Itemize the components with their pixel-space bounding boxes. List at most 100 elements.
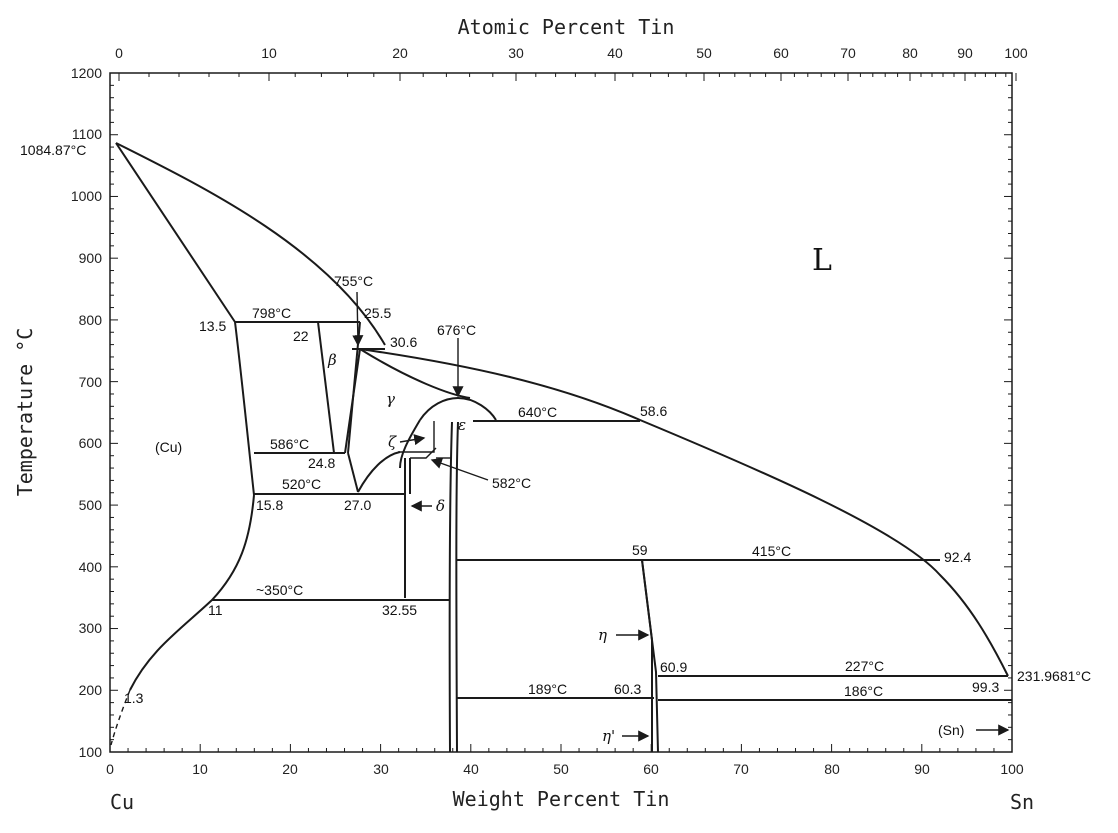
bottom-tick-label: 20 <box>282 761 298 777</box>
top-tick-label: 60 <box>773 45 789 61</box>
temp-350-label: ~350°C <box>256 582 303 598</box>
liquidus-cu-side <box>115 142 386 346</box>
epsilon-left <box>448 421 453 753</box>
top-tick-labels: 0 10 20 30 40 50 60 70 80 90 100 <box>115 45 1028 61</box>
bottom-tick-label: 90 <box>914 761 930 777</box>
comp-92-4-label: 92.4 <box>944 549 971 565</box>
top-tick-label: 20 <box>392 45 408 61</box>
comp-58-6-label: 58.6 <box>640 403 667 419</box>
left-tick-label: 100 <box>79 744 103 760</box>
temp-798-label: 798°C <box>252 305 291 321</box>
eta-label: η <box>598 626 607 644</box>
top-tick-label: 0 <box>115 45 123 61</box>
temp-415-label: 415°C <box>752 543 791 559</box>
left-tick-labels: 100 200 300 400 500 600 700 800 900 1000… <box>71 65 102 760</box>
liquidus-main <box>359 348 1009 677</box>
comp-22-label: 22 <box>293 328 309 344</box>
comp-1-3-label: 1.3 <box>124 690 144 706</box>
eta-left <box>641 559 659 753</box>
bottom-axis-title: Weight Percent Tin <box>453 787 670 811</box>
comp-60-9-label: 60.9 <box>660 659 687 675</box>
left-tick-label: 200 <box>79 682 103 698</box>
sn-phase-label: (Sn) <box>938 722 964 738</box>
left-element-label: Cu <box>110 790 134 814</box>
temp-186-label: 186°C <box>844 683 883 699</box>
bottom-tick-labels: 0 10 20 30 40 50 60 70 80 90 100 <box>106 761 1024 777</box>
sn-melting-label: 231.9681°C <box>1017 668 1091 684</box>
left-tick-label: 1200 <box>71 65 102 81</box>
left-tick-label: 900 <box>79 250 103 266</box>
epsilon-dome <box>419 396 497 421</box>
bottom-tick-label: 30 <box>373 761 389 777</box>
beta-label: β <box>327 351 337 369</box>
bottom-tick-label: 50 <box>553 761 569 777</box>
epsilon-right <box>455 421 459 753</box>
gamma-left <box>344 348 361 454</box>
beta-right-lower <box>347 452 359 493</box>
left-tick-label: 1100 <box>72 126 102 142</box>
top-tick-label: 70 <box>840 45 856 61</box>
comp-99-3-label: 99.3 <box>972 679 999 695</box>
epsilon-label: ε <box>458 416 466 434</box>
bottom-tick-label: 10 <box>192 761 208 777</box>
temp-586-label: 586°C <box>270 436 309 452</box>
comp-60-3-label: 60.3 <box>614 681 641 697</box>
gamma-label: γ <box>386 390 395 408</box>
top-tick-label: 30 <box>508 45 524 61</box>
cu-melting-label: 1084.87°C <box>20 142 86 158</box>
comp-30-6-label: 30.6 <box>390 334 417 350</box>
arrow-755 <box>352 291 364 347</box>
comp-13-5-label: 13.5 <box>199 318 226 334</box>
zeta-inner <box>410 447 437 459</box>
left-tick-label: 300 <box>79 620 103 636</box>
zeta-label: ζ <box>388 433 397 451</box>
top-tick-label: 100 <box>1004 45 1028 61</box>
bottom-tick-label: 70 <box>733 761 749 777</box>
cu-phase-label: (Cu) <box>155 439 182 455</box>
eta-prime-label: η' <box>602 727 615 745</box>
comp-15-8-label: 15.8 <box>256 497 283 513</box>
bottom-tick-label: 40 <box>463 761 479 777</box>
temp-640-label: 640°C <box>518 404 557 420</box>
left-tick-label: 800 <box>79 312 103 328</box>
left-tick-label: 600 <box>79 435 103 451</box>
top-tick-label: 90 <box>957 45 973 61</box>
eta-prime <box>641 559 653 752</box>
gamma-epsilon <box>399 419 421 469</box>
comp-59-label: 59 <box>632 542 648 558</box>
top-tick-label: 50 <box>696 45 712 61</box>
bottom-tick-label: 100 <box>1000 761 1024 777</box>
comp-11-label: 11 <box>208 602 223 618</box>
bottom-tick-label: 0 <box>106 761 114 777</box>
gamma-lower <box>357 451 401 493</box>
comp-27-0-label: 27.0 <box>344 497 371 513</box>
beta-left <box>317 321 335 454</box>
arrow-zeta <box>399 434 426 446</box>
temp-676-label: 676°C <box>437 322 476 338</box>
temp-755-label: 755°C <box>334 273 373 289</box>
cu-solvus-upper <box>234 321 255 496</box>
top-tick-label: 10 <box>261 45 277 61</box>
gamma-solidus <box>359 348 471 399</box>
left-axis-title: Temperature °C <box>13 328 37 497</box>
cu-solvus-dashed <box>110 689 131 746</box>
zeta-box <box>398 421 435 453</box>
top-axis-title: Atomic Percent Tin <box>458 15 675 39</box>
cu-solvus-lower <box>129 494 255 691</box>
delta-label: δ <box>436 497 445 515</box>
comp-25-5-label: 25.5 <box>364 305 391 321</box>
temp-189-label: 189°C <box>528 681 567 697</box>
left-tick-label: 500 <box>79 497 103 513</box>
temp-520-label: 520°C <box>282 476 321 492</box>
left-tick-label: 700 <box>79 374 103 390</box>
bottom-tick-label: 60 <box>643 761 659 777</box>
solidus-cu <box>115 142 236 323</box>
top-tick-label: 40 <box>607 45 623 61</box>
right-element-label: Sn <box>1010 790 1034 814</box>
left-tick-label: 1000 <box>71 188 102 204</box>
top-tick-label: 80 <box>902 45 918 61</box>
temp-227-label: 227°C <box>845 658 884 674</box>
temp-582-label: 582°C <box>492 475 531 491</box>
arrow-582 <box>430 458 489 481</box>
